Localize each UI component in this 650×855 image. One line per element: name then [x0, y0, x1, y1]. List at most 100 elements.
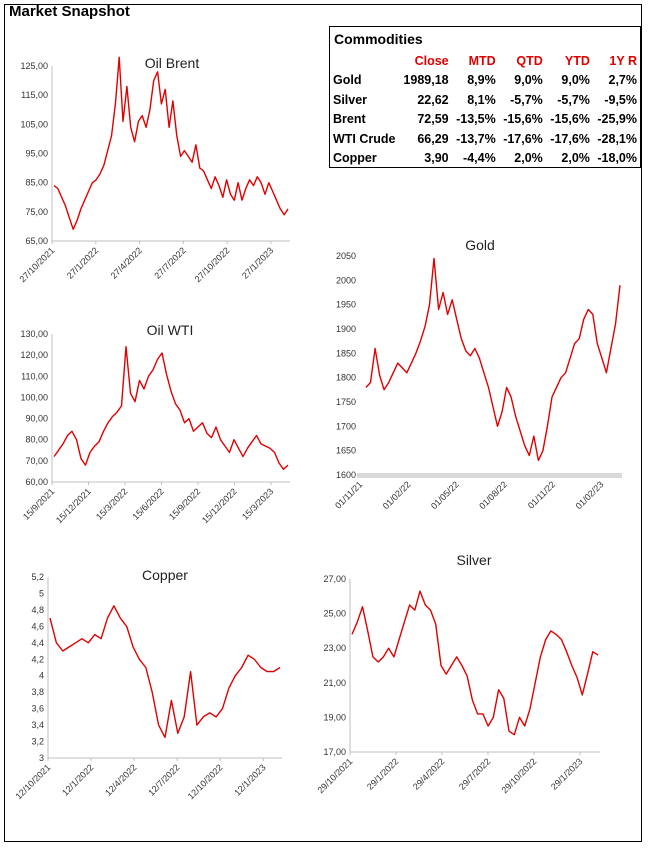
y-tick-label: 3,8	[31, 687, 44, 697]
cell: -4,4%	[463, 151, 496, 166]
y-tick-label: 3,6	[31, 704, 44, 714]
cell: 2,0%	[514, 151, 543, 166]
y-tick-label: 23,00	[323, 643, 346, 653]
table-row: Silver 22,62 8,1% -5,7% -5,7% -9,5%	[331, 90, 639, 110]
cell: -28,1%	[597, 131, 637, 146]
y-tick-label: 90,00	[25, 414, 48, 424]
y-tick-label: 1950	[336, 300, 356, 310]
row-label: Brent	[333, 112, 366, 127]
y-tick-label: 65,00	[25, 236, 48, 246]
x-tick-label: 29/7/2022	[457, 756, 492, 791]
y-tick-label: 125,00	[20, 61, 48, 71]
y-tick-label: 2000	[336, 275, 356, 285]
cell: -5,7%	[557, 92, 590, 107]
y-tick-label: 4	[39, 671, 44, 681]
cell: 1989,18	[403, 73, 449, 88]
chart-title: Oil Brent	[145, 55, 200, 71]
commodities-table: Commodities Close MTD QTD YTD 1Y R Gold …	[329, 26, 641, 168]
cell: 2,0%	[561, 151, 590, 166]
y-tick-label: 4,2	[31, 654, 44, 664]
y-tick-label: 4,4	[31, 638, 44, 648]
x-tick-label: 29/1/2022	[365, 756, 400, 791]
cell: 9,0%	[561, 73, 590, 88]
cell: 22,62	[417, 92, 449, 107]
y-tick-label: 1900	[336, 324, 356, 334]
x-tick-label: 29/10/2021	[315, 756, 354, 795]
y-tick-label: 17,00	[323, 747, 346, 757]
y-tick-label: 3,2	[31, 737, 44, 747]
x-tick-label: 29/4/2022	[411, 756, 446, 791]
y-tick-label: 4,6	[31, 621, 44, 631]
y-tick-label: 130,00	[20, 329, 48, 339]
cell: 8,9%	[467, 73, 496, 88]
chart-title: Copper	[142, 567, 188, 583]
y-tick-label: 1600	[336, 470, 356, 480]
y-tick-label: 60,00	[25, 477, 48, 487]
table-header-row: Close MTD QTD YTD 1Y R	[331, 51, 639, 71]
cell: -5,7%	[510, 92, 543, 107]
y-tick-label: 120,00	[20, 350, 48, 360]
commodities-grid: Close MTD QTD YTD 1Y R Gold 1989,18 8,9%…	[331, 51, 639, 168]
y-tick-label: 70,00	[25, 456, 48, 466]
y-tick-label: 1850	[336, 348, 356, 358]
header-cell: MTD	[468, 53, 496, 68]
x-axis	[357, 473, 622, 478]
table-row: WTI Crude 66,29 -13,7% -17,6% -17,6% -28…	[331, 129, 639, 149]
y-tick-label: 3,4	[31, 720, 44, 730]
y-tick-label: 5,2	[31, 572, 44, 582]
y-tick-label: 1700	[336, 421, 356, 431]
y-tick-label: 3	[39, 753, 44, 763]
cell: -17,6%	[550, 131, 590, 146]
y-tick-label: 27,00	[323, 574, 346, 584]
series-line	[49, 605, 281, 739]
header-cell: Close	[414, 53, 449, 68]
cell: -18,0%	[597, 151, 637, 166]
chart-title: Gold	[465, 237, 495, 253]
chart-title: Silver	[456, 552, 491, 568]
y-tick-label: 115,00	[21, 90, 48, 100]
cell: 9,0%	[514, 73, 543, 88]
chart-title: Oil WTI	[147, 322, 194, 338]
y-tick-label: 1750	[336, 397, 356, 407]
cell: -25,9%	[597, 112, 637, 127]
y-tick-label: 80,00	[25, 435, 48, 445]
y-tick-label: 105,00	[20, 119, 48, 129]
y-tick-label: 75,00	[25, 207, 48, 217]
table-title: Commodities	[334, 31, 423, 47]
cell: 72,59	[417, 112, 449, 127]
cell: -13,5%	[456, 112, 496, 127]
y-tick-label: 110,00	[21, 371, 48, 381]
series-line	[53, 346, 289, 470]
series-line	[351, 590, 599, 736]
series-line	[53, 56, 289, 231]
table-row: Brent 72,59 -13,5% -15,6% -15,6% -25,9%	[331, 110, 639, 130]
cell: -9,5%	[604, 92, 637, 107]
header-cell: QTD	[516, 53, 543, 68]
header-cell: YTD	[564, 53, 590, 68]
cell: 8,1%	[467, 92, 496, 107]
series-line	[365, 257, 621, 462]
x-tick-label: 29/1/2023	[549, 756, 584, 791]
y-tick-label: 5	[39, 588, 44, 598]
x-tick-label: 29/10/2022	[499, 756, 538, 795]
y-tick-label: 4,8	[31, 605, 44, 615]
y-tick-label: 1650	[336, 446, 356, 456]
page-title: Market Snapshot	[9, 3, 130, 20]
row-label: WTI Crude	[333, 131, 396, 146]
cell: -15,6%	[550, 112, 590, 127]
table-row: Gold 1989,18 8,9% 9,0% 9,0% 2,7%	[331, 71, 639, 91]
y-tick-label: 19,00	[323, 712, 346, 722]
cell: 2,7%	[608, 73, 638, 88]
cell: 3,90	[424, 151, 449, 166]
y-tick-label: 95,00	[25, 149, 48, 159]
